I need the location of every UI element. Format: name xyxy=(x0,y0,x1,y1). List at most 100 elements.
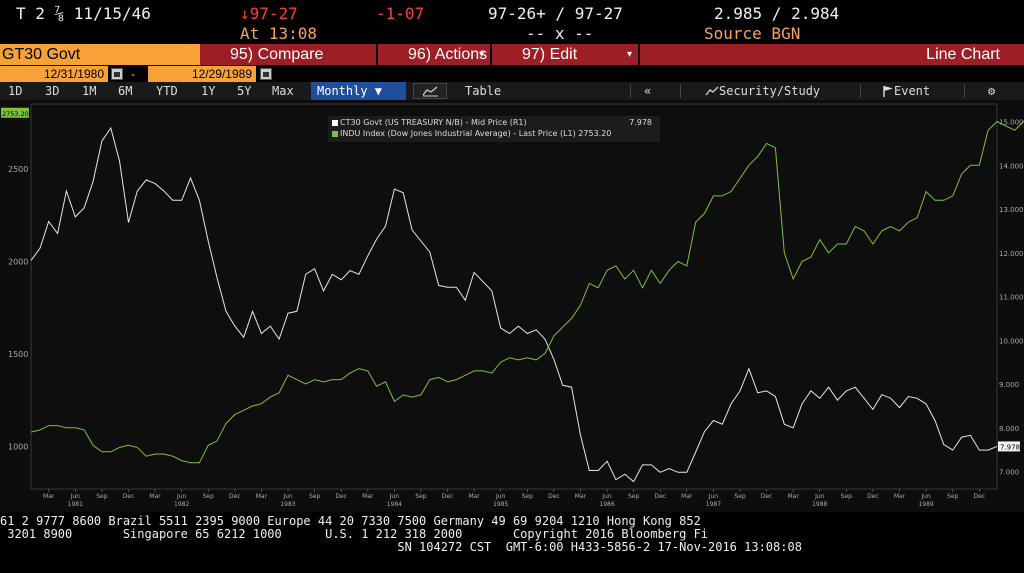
right-axis-tick-label: 11.000 xyxy=(999,294,1024,302)
end-date-field[interactable]: 12/29/1989 xyxy=(148,66,256,82)
edit-label: 97) Edit xyxy=(522,46,578,63)
range-max-button[interactable]: Max xyxy=(272,84,294,98)
line-chart-icon xyxy=(422,86,438,97)
quote-size: -- x -- xyxy=(526,24,594,43)
x-axis-tick-label: Dec xyxy=(442,493,454,500)
chart-type-label[interactable]: Line Chart xyxy=(640,44,1024,65)
last-value-tag-indu xyxy=(1,107,29,118)
event-label: Event xyxy=(894,84,931,98)
x-axis-year-label: 1986 xyxy=(599,501,614,508)
x-axis-tick-label: Sep xyxy=(734,493,746,500)
series-line-indu xyxy=(30,120,1024,464)
right-axis-tick-label: 12.000 xyxy=(999,250,1024,258)
range-3d-button[interactable]: 3D xyxy=(45,84,60,98)
collapse-button[interactable]: « xyxy=(644,84,652,98)
x-axis-tick-label: Dec xyxy=(229,493,241,500)
x-axis-tick-label: Mar xyxy=(468,493,480,500)
x-axis-year-label: 1985 xyxy=(493,501,508,508)
footer-contacts-line2: 3201 8900 Singapore 65 6212 1000 U.S. 1 … xyxy=(0,527,709,541)
x-axis-tick-label: Mar xyxy=(256,493,268,500)
study-chart-icon xyxy=(705,86,719,96)
chart-area: 1000 1500 2000 2500 7.000 8.000 9.000 10.000 11.… xyxy=(0,100,1024,512)
range-1d-button[interactable]: 1D xyxy=(8,84,23,98)
quote-header: T 2 ⅞ 11/15/46 ↓97-27 -1-07 97-26+ / 97-… xyxy=(0,0,1024,44)
net-change: -1-07 xyxy=(376,4,425,23)
last-price: ↓97-27 xyxy=(240,4,298,23)
range-1y-button[interactable]: 1Y xyxy=(201,84,216,98)
compare-label: 95) Compare xyxy=(230,46,324,63)
x-axis-tick-label: Mar xyxy=(681,493,693,500)
footer-session-info: SN 104272 CST GMT-6:00 H433-5856-2 17-No… xyxy=(0,540,802,554)
x-axis-year-label: 1988 xyxy=(812,501,827,508)
x-axis-tick-label: Mar xyxy=(149,493,161,500)
right-axis-tick-label: 7.000 xyxy=(999,469,1019,477)
actions-dropdown-icon: ▾ xyxy=(478,49,484,60)
range-ytd-button[interactable]: YTD xyxy=(156,84,178,98)
last-value-tag-ct30-label: 7.978 xyxy=(1000,443,1020,451)
series-line-ct30 xyxy=(30,126,998,483)
start-date-field[interactable]: 12/31/1980 xyxy=(0,66,108,82)
x-axis-tick-label: Mar xyxy=(43,493,55,500)
table-button[interactable]: Table xyxy=(465,84,502,98)
actions-label: 96) Actions xyxy=(408,46,488,63)
legend-item-ct30: CT30 Govt (US TREASURY N/B) - Mid Price … xyxy=(332,117,656,129)
x-axis-tick-label: Sep xyxy=(947,493,959,500)
chart-legend: CT30 Govt (US TREASURY N/B) - Mid Price … xyxy=(328,116,660,142)
x-axis-tick-label: Sep xyxy=(96,493,108,500)
quote-time: At 13:08 xyxy=(240,24,318,43)
range-6m-button[interactable]: 6M xyxy=(118,84,133,98)
right-axis-tick-label: 15.000 xyxy=(999,119,1024,127)
flag-icon xyxy=(883,86,893,97)
end-calendar-icon[interactable] xyxy=(260,68,272,80)
x-axis-year-label: 1982 xyxy=(174,501,189,508)
x-axis-tick-label: Jun xyxy=(389,493,400,500)
footer-contacts-line1: 61 2 9777 8600 Brazil 5511 2395 9000 Eur… xyxy=(0,514,701,528)
chart-style-button[interactable] xyxy=(413,83,447,99)
x-axis-tick-label: Jun xyxy=(495,493,506,500)
x-axis-tick-label: Dec xyxy=(973,493,985,500)
x-axis-tick-label: Sep xyxy=(841,493,853,500)
right-axis-tick-label: 8.000 xyxy=(999,425,1019,433)
period-dropdown[interactable]: Monthly ▼ xyxy=(311,82,406,100)
compare-button[interactable]: 95) Compare xyxy=(200,44,378,65)
left-axis-tick-label: 1000 xyxy=(8,442,28,451)
x-axis-tick-label: Jun xyxy=(601,493,612,500)
x-axis-year-label: 1989 xyxy=(918,501,933,508)
legend-label-indu: INDU Index (Dow Jones Industrial Average… xyxy=(340,129,612,138)
range-toolbar: 1D 3D 1M 6M YTD 1Y 5Y Max Monthly ▼ Tabl… xyxy=(0,82,1024,100)
x-axis-tick-label: Jun xyxy=(176,493,187,500)
legend-value-ct30: 7.978 xyxy=(629,118,652,127)
start-calendar-icon[interactable] xyxy=(111,68,123,80)
x-axis-tick-label: Sep xyxy=(522,493,534,500)
x-axis-tick-label: Mar xyxy=(894,493,906,500)
x-axis-tick-label: Mar xyxy=(575,493,587,500)
security-study-button[interactable]: Security/Study xyxy=(705,82,820,100)
x-axis-tick-label: Dec xyxy=(335,493,347,500)
price-source: Source BGN xyxy=(704,24,801,43)
x-axis-tick-label: Jun xyxy=(920,493,931,500)
actions-menu[interactable]: 96) Actions ▾ xyxy=(378,44,492,65)
x-axis-tick-label: Jun xyxy=(708,493,719,500)
x-axis-year-label: 1984 xyxy=(387,501,402,508)
command-bar: GT30 Govt 95) Compare 96) Actions ▾ 97) E… xyxy=(0,44,1024,65)
gear-icon[interactable]: ⚙ xyxy=(988,84,996,98)
right-axis-tick-label: 10.000 xyxy=(999,337,1024,345)
x-axis-tick-label: Dec xyxy=(867,493,879,500)
range-1m-button[interactable]: 1M xyxy=(82,84,97,98)
security-field[interactable]: GT30 Govt xyxy=(0,44,200,65)
x-axis-tick-label: Jun xyxy=(814,493,825,500)
legend-swatch-green xyxy=(332,130,338,137)
x-axis-tick-label: Sep xyxy=(309,493,321,500)
right-axis-tick-label: 9.000 xyxy=(999,381,1019,389)
range-5y-button[interactable]: 5Y xyxy=(237,84,252,98)
x-axis-tick-label: Dec xyxy=(761,493,773,500)
edit-menu[interactable]: 97) Edit ▾ xyxy=(492,44,640,65)
right-axis-tick-label: 13.000 xyxy=(999,206,1024,214)
x-axis-tick-label: Dec xyxy=(123,493,135,500)
event-button[interactable]: Event xyxy=(882,82,930,100)
date-range-bar: 12/31/1980 - 12/29/1989 xyxy=(0,66,1024,82)
x-axis-tick-label: Sep xyxy=(628,493,640,500)
x-axis-tick-label: Mar xyxy=(788,493,800,500)
x-axis-year-label: 1987 xyxy=(706,501,721,508)
x-axis-tick-label: Dec xyxy=(654,493,666,500)
